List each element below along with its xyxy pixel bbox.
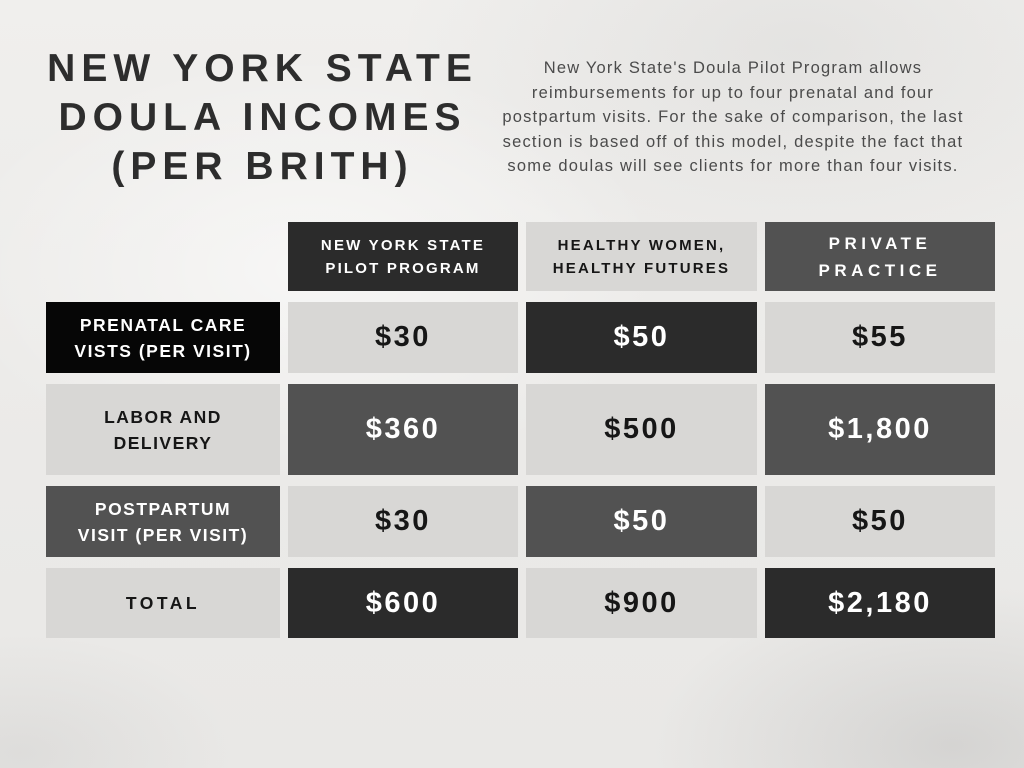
row-header-total: TOTAL (46, 568, 280, 638)
row-header-label-line: LABOR AND (104, 406, 222, 427)
value-cell-postpartum-pilot: $30 (288, 486, 518, 557)
value-cell-total-pilot: $600 (288, 568, 518, 638)
column-header-private-practice: PRIVATE PRACTICE (765, 222, 995, 291)
row-header-postpartum: POSTPARTUM VISIT (PER VISIT) (46, 486, 280, 557)
row-header-prenatal-care: PRENATAL CARE VISTS (PER VISIT) (46, 302, 280, 373)
row-header-label-line: DELIVERY (113, 432, 213, 453)
value-cell-postpartum-private: $50 (765, 486, 995, 557)
row-header-label-line: VISIT (PER VISIT) (77, 524, 249, 545)
value-cell-total-private: $2,180 (765, 568, 995, 638)
value-cell-prenatal-pilot: $30 (288, 302, 518, 373)
row-header-label-line: POSTPARTUM (94, 498, 232, 519)
value-cell-total-healthy-women: $900 (526, 568, 757, 638)
page-title-line-1: NEW YORK STATE (47, 47, 478, 90)
column-header-label-line: PRACTICE (818, 260, 942, 280)
column-header-label-line: HEALTHY FUTURES (552, 259, 731, 277)
value-cell-labor-healthy-women: $500 (526, 384, 757, 475)
table-corner-spacer (46, 222, 280, 291)
value-cell-prenatal-healthy-women: $50 (526, 302, 757, 373)
column-header-ny-pilot-program: NEW YORK STATE PILOT PROGRAM (288, 222, 518, 291)
row-header-label-line: PRENATAL CARE (79, 314, 247, 335)
value-cell-postpartum-healthy-women: $50 (526, 486, 757, 557)
page-title-line-3: (PER BRITH) (111, 145, 414, 188)
row-header-label-line: VISTS (PER VISIT) (74, 340, 252, 361)
row-header-labor-delivery: LABOR AND DELIVERY (46, 384, 280, 475)
page-title: NEW YORK STATE DOULA INCOMES (PER BRITH) (40, 44, 485, 191)
column-header-label-line: PRIVATE (828, 233, 932, 253)
page-title-line-2: DOULA INCOMES (58, 96, 467, 139)
income-comparison-table: NEW YORK STATE PILOT PROGRAM HEALTHY WOM… (46, 222, 995, 638)
value-cell-labor-pilot: $360 (288, 384, 518, 475)
description-text: New York State's Doula Pilot Program all… (502, 59, 964, 176)
value-cell-prenatal-private: $55 (765, 302, 995, 373)
column-header-healthy-women: HEALTHY WOMEN, HEALTHY FUTURES (526, 222, 757, 291)
row-header-label-line: TOTAL (125, 593, 201, 613)
value-cell-labor-private: $1,800 (765, 384, 995, 475)
column-header-label-line: HEALTHY WOMEN, (557, 236, 726, 254)
column-header-label-line: PILOT PROGRAM (325, 259, 481, 277)
column-header-label-line: NEW YORK STATE (320, 236, 486, 254)
